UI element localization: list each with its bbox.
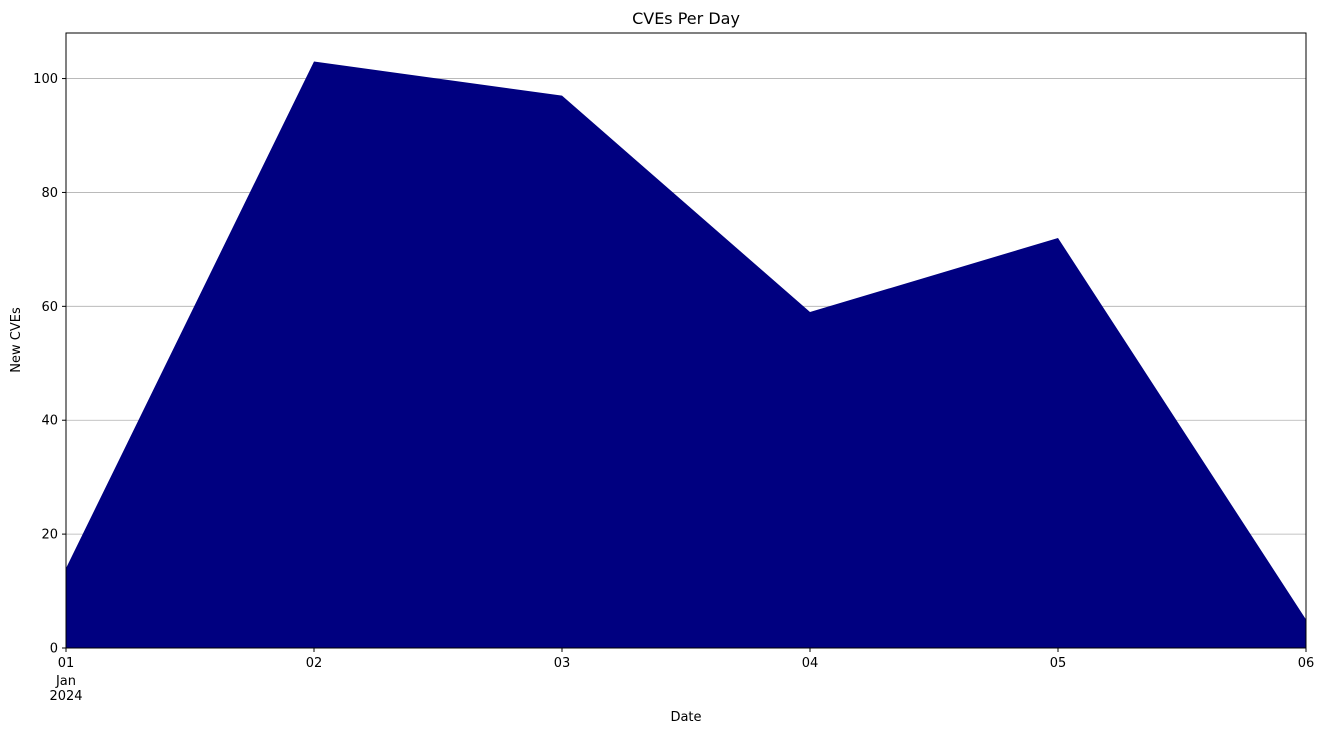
area-fill <box>66 61 1306 648</box>
series-area <box>65 61 1307 648</box>
y-tick-label: 20 <box>41 528 58 543</box>
y-tick-label: 0 <box>50 642 58 657</box>
plot-frame <box>65 32 1307 649</box>
x-tick-year-label: 2024 <box>49 689 82 704</box>
y-tick-label: 80 <box>41 186 58 201</box>
x-tick-label: 02 <box>306 656 323 671</box>
y-tick-label: 60 <box>41 300 58 315</box>
chart-title: CVEs Per Day <box>632 9 740 28</box>
y-axis-label: New CVEs <box>9 307 24 373</box>
y-tick-label: 40 <box>41 414 58 429</box>
y-tick-label: 100 <box>33 72 58 87</box>
x-tick-label: 04 <box>802 656 819 671</box>
x-tick-label: 05 <box>1050 656 1067 671</box>
x-tick-month-label: Jan <box>55 674 76 689</box>
x-tick-label: 01 <box>58 656 75 671</box>
y-axis: 0 20 40 60 80 100 <box>33 72 66 657</box>
x-tick-label: 03 <box>554 656 571 671</box>
plot-border <box>65 32 1307 649</box>
x-tick-label: 06 <box>1298 656 1315 671</box>
x-axis-label: Date <box>670 710 701 725</box>
